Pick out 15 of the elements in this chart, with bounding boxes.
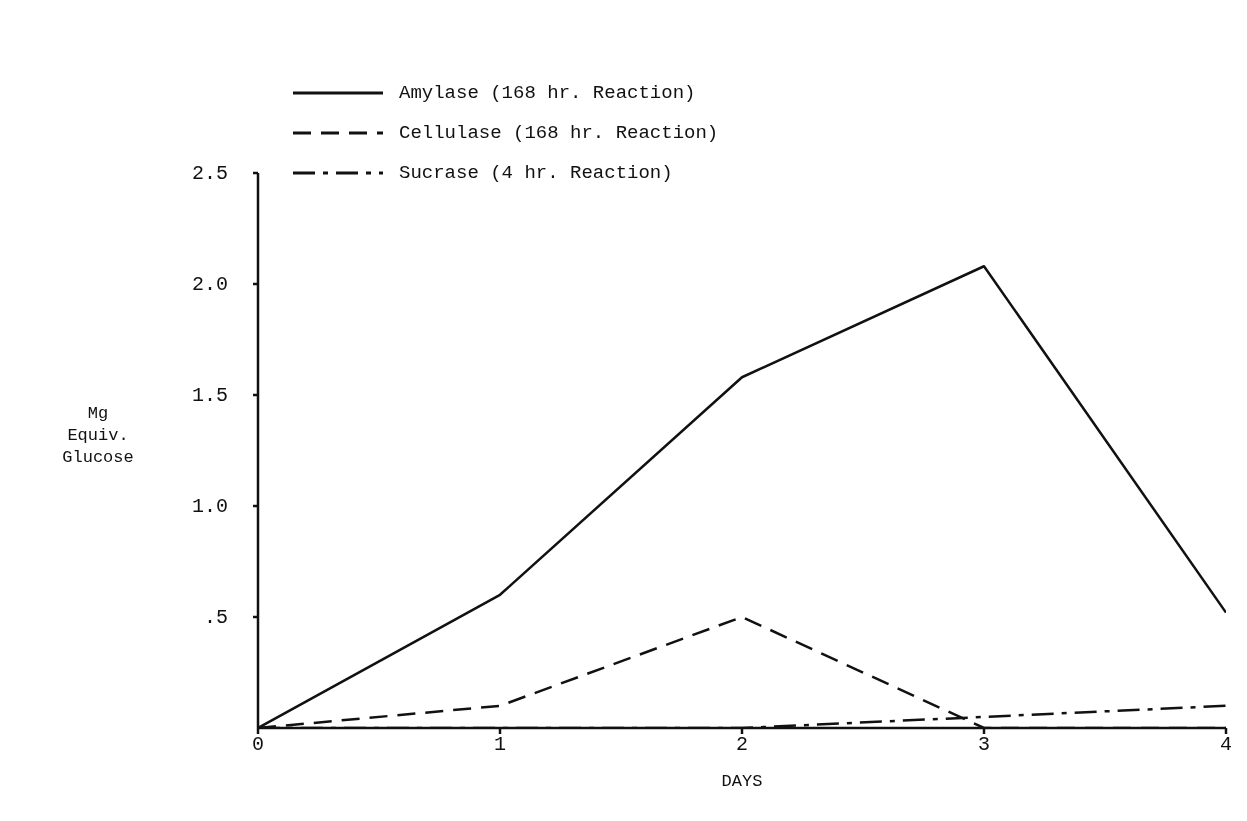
x-tick-label: 1 [493,733,507,757]
y-tick-label: 2.0 [191,272,228,296]
x-tick-label: 4 [1219,733,1233,757]
y-axis-title: Mg Equiv. Glucose [61,403,135,469]
y-tick-label: 1.0 [191,494,228,518]
legend-label: Sucrase (4 hr. Reaction) [399,162,673,184]
y-tick-label: .5 [203,605,228,629]
y-tick-label: 1.5 [191,383,228,407]
y-tick-label: 2.5 [191,161,228,185]
x-tick-label: 2 [735,733,749,757]
x-axis-title: DAYS [721,772,763,791]
x-tick-label: 0 [251,733,265,757]
legend-label: Cellulase (168 hr. Reaction) [399,122,719,144]
x-tick-label: 3 [977,733,991,757]
legend-label: Amylase (168 hr. Reaction) [399,82,696,104]
